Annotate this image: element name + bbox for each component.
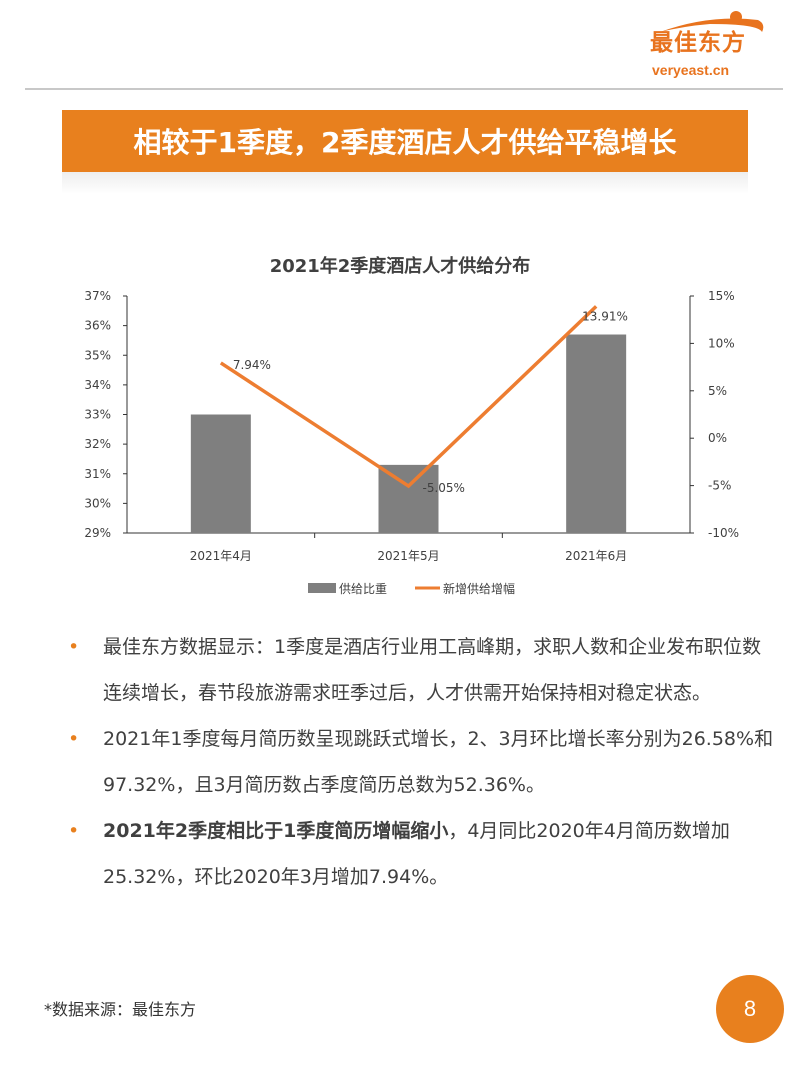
bullet-text: 2021年1季度每月简历数呈现跳跃式增长，2、3月环比增长率分别为26.58%和… xyxy=(103,728,774,796)
bullet-dot: • xyxy=(68,636,80,658)
left-tick-label: 29% xyxy=(84,526,111,540)
bullet-item: • 2021年2季度相比于1季度简历增幅缩小，4月同比2020年4月简历数增加25… xyxy=(68,808,780,900)
logo-url: veryeast.cn xyxy=(652,62,730,78)
bar xyxy=(378,464,439,533)
data-label: 7.94% xyxy=(233,358,271,372)
page-number: 8 xyxy=(716,975,784,1043)
left-tick-label: 34% xyxy=(84,378,111,392)
legend-label: 供给比重 xyxy=(339,582,387,596)
right-tick-label: -10% xyxy=(708,526,739,540)
bullet-item: • 最佳东方数据显示：1季度是酒店行业用工高峰期，求职人数和企业发布职位数连续增长… xyxy=(68,624,780,716)
right-tick-label: 5% xyxy=(708,384,727,398)
left-tick-label: 33% xyxy=(84,408,111,422)
legend-label: 新增供给增幅 xyxy=(443,581,515,596)
left-tick-label: 36% xyxy=(84,319,111,333)
data-label: -5.05% xyxy=(423,481,465,495)
banner-shadow xyxy=(62,172,748,194)
bullet-dot: • xyxy=(68,820,80,842)
bar xyxy=(190,414,251,533)
x-tick-label: 2021年4月 xyxy=(190,549,252,563)
left-tick-label: 35% xyxy=(84,348,111,362)
left-tick-label: 32% xyxy=(84,437,111,451)
divider xyxy=(25,88,783,90)
right-tick-label: 0% xyxy=(708,431,727,445)
right-tick-label: -5% xyxy=(708,479,731,493)
left-tick-label: 31% xyxy=(84,467,111,481)
left-tick-label: 37% xyxy=(84,289,111,303)
bullet-bold: 2021年2季度相比于1季度简历增幅缩小 xyxy=(103,820,449,842)
line-series xyxy=(219,305,598,489)
right-tick-label: 15% xyxy=(708,289,735,303)
x-tick-label: 2021年6月 xyxy=(565,549,627,563)
right-tick-label: 10% xyxy=(708,336,735,350)
page-title: 相较于1季度，2季度酒店人才供给平稳增长 xyxy=(62,110,748,172)
bullet-text: ，4月同比2020年4月简历数增加25.32%，环比2020年3月增加7.94%… xyxy=(103,820,730,888)
bullet-item: • 2021年1季度每月简历数呈现跳跃式增长，2、3月环比增长率分别为26.58%… xyxy=(68,716,780,808)
chart-title: 2021年2季度酒店人才供给分布 xyxy=(270,255,531,277)
bar xyxy=(566,334,627,533)
bullet-list: • 最佳东方数据显示：1季度是酒店行业用工高峰期，求职人数和企业发布职位数连续增长… xyxy=(68,624,780,900)
logo: 最佳东方 veryeast.cn xyxy=(640,10,780,82)
legend-bar-swatch xyxy=(308,583,336,593)
data-label: 13.91% xyxy=(582,309,628,323)
bullet-text: 最佳东方数据显示：1季度是酒店行业用工高峰期，求职人数和企业发布职位数连续增长，… xyxy=(103,636,762,704)
bullet-dot: • xyxy=(68,728,80,750)
logo-text: 最佳东方 xyxy=(650,30,746,56)
combo-chart: 2021年2季度酒店人才供给分布 37% 36% 35% 34% 33% 32% 31% 30%… xyxy=(84,255,739,596)
logo-swoosh-icon xyxy=(660,11,764,32)
data-source: *数据来源：最佳东方 xyxy=(44,1000,197,1019)
x-tick-label: 2021年5月 xyxy=(377,549,439,563)
left-tick-label: 30% xyxy=(84,496,111,510)
